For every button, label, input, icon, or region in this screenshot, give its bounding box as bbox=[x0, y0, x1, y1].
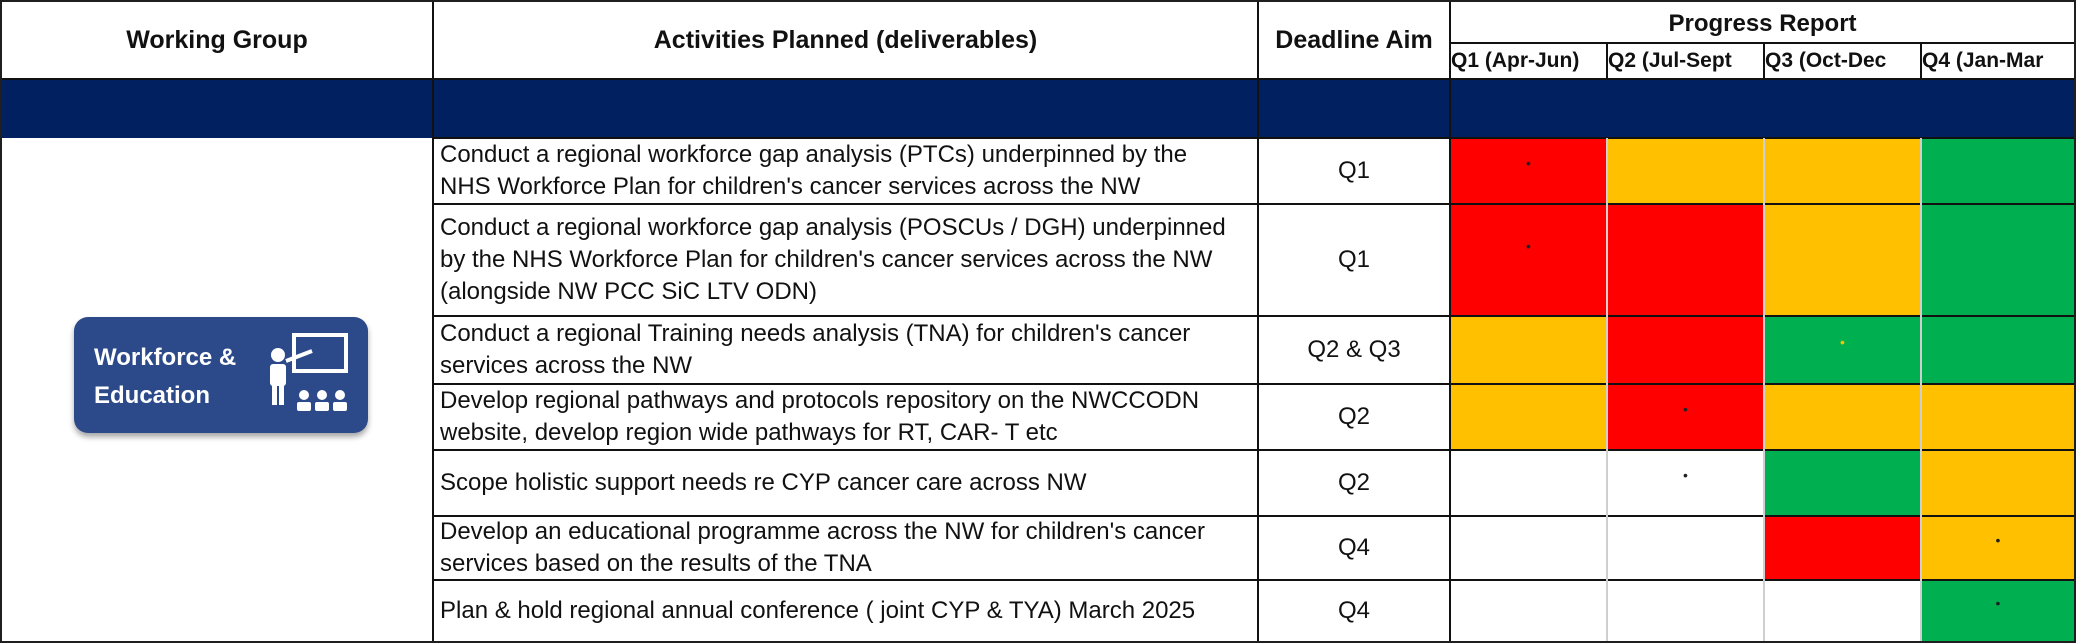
progress-status-cell bbox=[1451, 316, 1606, 384]
quarter-col-divider bbox=[1763, 138, 1765, 641]
progress-marker: • bbox=[1526, 154, 1531, 171]
header-activities: Activities Planned (deliverables) bbox=[653, 25, 1038, 54]
deadline-cell: Q2 bbox=[1337, 469, 1370, 496]
progress-status-cell bbox=[1765, 384, 1920, 450]
activity-cell: Conduct a regional workforce gap analysi… bbox=[436, 138, 1261, 204]
progress-status-cell: • bbox=[1765, 316, 1920, 384]
deadline-cell: Q1 bbox=[1337, 246, 1370, 273]
progress-status-cell bbox=[1922, 316, 2074, 384]
row-divider bbox=[432, 203, 2074, 205]
col-divider-q4 bbox=[1920, 42, 1922, 80]
activity-cell: Develop regional pathways and protocols … bbox=[436, 384, 1261, 450]
header-quarter-q4: Q4 (Jan-Mar bbox=[1922, 49, 2044, 72]
quarter-col-divider bbox=[1920, 138, 1922, 641]
progress-status-cell bbox=[1922, 450, 2074, 516]
quarter-col-divider bbox=[1606, 138, 1608, 641]
progress-status-cell: • bbox=[1608, 450, 1763, 516]
row-divider bbox=[432, 315, 2074, 317]
progress-status-cell: • bbox=[1922, 580, 2074, 641]
deadline-cell: Q1 bbox=[1337, 157, 1370, 184]
row-divider bbox=[432, 579, 2074, 581]
row-divider bbox=[432, 515, 2074, 517]
col-divider-q3 bbox=[1763, 42, 1765, 80]
workforce-education-badge: Workforce & Education bbox=[74, 317, 368, 433]
progress-status-cell bbox=[1451, 450, 1606, 516]
progress-status-cell bbox=[1765, 204, 1920, 316]
progress-status-cell: • bbox=[1922, 516, 2074, 580]
row-divider bbox=[432, 449, 2074, 451]
activity-cell: Plan & hold regional annual conference (… bbox=[436, 580, 1261, 641]
col-divider-1 bbox=[432, 2, 434, 641]
progress-status-cell bbox=[1451, 384, 1606, 450]
activity-text: Conduct a regional workforce gap analysi… bbox=[440, 141, 1188, 200]
progress-status-cell: • bbox=[1451, 204, 1606, 316]
progress-status-cell bbox=[1608, 580, 1763, 641]
progress-status-cell bbox=[1608, 516, 1763, 580]
progress-status-cell bbox=[1765, 516, 1920, 580]
progress-status-cell bbox=[1922, 138, 2074, 204]
teacher-presentation-icon bbox=[270, 333, 348, 411]
deadline-cell: Q2 bbox=[1337, 403, 1370, 430]
progress-marker: • bbox=[1526, 238, 1531, 254]
header-working-group: Working Group bbox=[126, 25, 308, 54]
activity-text: Plan & hold regional annual conference (… bbox=[440, 596, 1196, 624]
row-divider bbox=[432, 383, 2074, 385]
progress-status-cell bbox=[1608, 204, 1763, 316]
progress-marker: • bbox=[1683, 400, 1688, 417]
badge-label: Workforce & Education bbox=[94, 344, 237, 409]
progress-marker: • bbox=[1840, 333, 1845, 350]
activity-cell: Develop an educational programme across … bbox=[436, 516, 1261, 580]
header-quarter-q1: Q1 (Apr-Jun) bbox=[1451, 49, 1580, 72]
progress-status-cell bbox=[1451, 580, 1606, 641]
row-divider bbox=[432, 137, 2074, 139]
progress-status-cell bbox=[1608, 316, 1763, 384]
progress-marker: • bbox=[1995, 595, 2001, 611]
activity-text: Scope holistic support needs re CYP canc… bbox=[440, 469, 1087, 496]
progress-status-cell bbox=[1765, 450, 1920, 516]
col-divider-q2 bbox=[1606, 42, 1608, 80]
progress-status-cell: • bbox=[1608, 384, 1763, 450]
header-progress-report: Progress Report bbox=[1668, 10, 1857, 37]
deadline-cell: Q4 bbox=[1337, 596, 1370, 624]
section-band bbox=[2, 80, 2074, 138]
activity-text: Develop an educational programme across … bbox=[440, 518, 1205, 577]
header-quarter-q3: Q3 (Oct-Dec bbox=[1765, 49, 1887, 72]
progress-status-cell: • bbox=[1451, 138, 1606, 204]
progress-subdivider bbox=[1451, 42, 2074, 44]
progress-status-cell bbox=[1451, 516, 1606, 580]
activity-cell: Conduct a regional workforce gap analysi… bbox=[436, 204, 1261, 316]
col-divider-2 bbox=[1257, 2, 1259, 641]
deadline-cell: Q4 bbox=[1337, 534, 1370, 561]
activity-text: Conduct a regional workforce gap analysi… bbox=[440, 214, 1226, 305]
progress-marker: • bbox=[1995, 532, 2001, 548]
activity-text: Conduct a regional Training needs analys… bbox=[440, 320, 1191, 379]
progress-status-cell bbox=[1765, 138, 1920, 204]
header-deadline: Deadline Aim bbox=[1275, 25, 1433, 54]
header-divider bbox=[2, 78, 2074, 80]
progress-status-cell bbox=[1922, 384, 2074, 450]
activity-text: Develop regional pathways and protocols … bbox=[440, 387, 1200, 446]
activity-cell: Scope holistic support needs re CYP canc… bbox=[436, 450, 1261, 516]
col-divider-3 bbox=[1449, 2, 1451, 641]
activity-cell: Conduct a regional Training needs analys… bbox=[436, 316, 1261, 384]
progress-status-cell bbox=[1608, 138, 1763, 204]
deadline-cell: Q2 & Q3 bbox=[1307, 336, 1401, 363]
header-quarter-q2: Q2 (Jul-Sept bbox=[1608, 49, 1732, 72]
progress-marker: • bbox=[1683, 466, 1688, 483]
progress-status-cell bbox=[1765, 580, 1920, 641]
progress-status-cell bbox=[1922, 204, 2074, 316]
